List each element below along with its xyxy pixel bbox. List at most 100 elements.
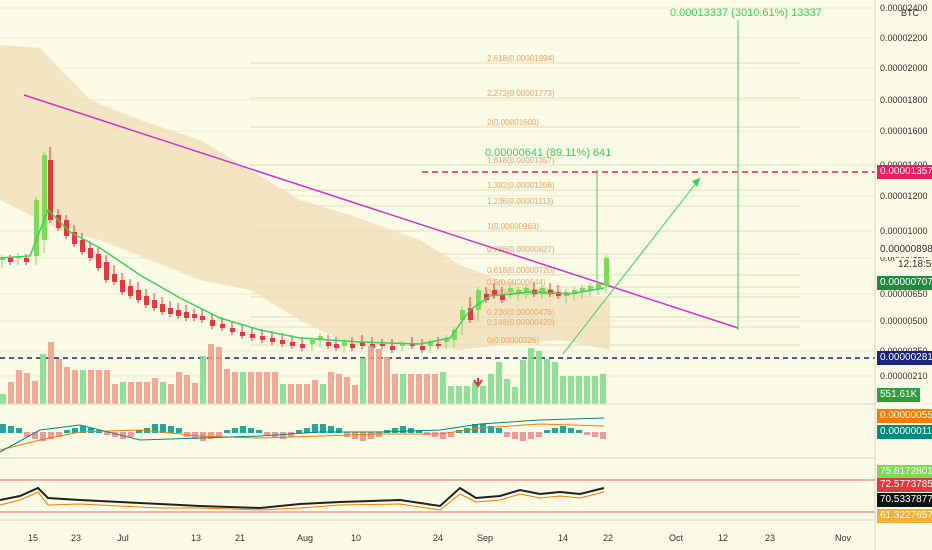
fib-level-label: 1(0.00000963)	[487, 222, 539, 231]
volume-bar	[40, 354, 46, 404]
y-tick-label: 0.00000210	[880, 371, 928, 381]
volume-bar	[592, 376, 598, 404]
volume-bar	[240, 372, 246, 404]
macd-line	[0, 417, 605, 453]
candle-body	[120, 280, 125, 292]
macd-histogram-bar	[128, 432, 134, 437]
fib-level-label: 0.618(0.00000720)	[487, 266, 555, 275]
macd-histogram-bar	[112, 432, 118, 437]
candle-body	[580, 288, 585, 292]
y-tick-label: 0.00001600	[880, 126, 928, 136]
volume-bar	[544, 359, 550, 404]
volume-bar	[280, 384, 286, 404]
macd-histogram-bar	[360, 432, 366, 441]
candle-body	[88, 248, 93, 258]
projection-arrowhead	[692, 178, 700, 187]
macd-histogram-bar	[136, 430, 142, 433]
candle-body	[24, 258, 29, 262]
candle-body	[280, 340, 285, 344]
candle-body	[604, 258, 609, 286]
volume-bar	[248, 372, 254, 404]
fib-level-label: 0.5(0.00000644)	[487, 278, 546, 287]
candle-body	[270, 338, 275, 342]
candle-body	[72, 232, 77, 244]
candle-body	[516, 290, 521, 294]
candle-body	[360, 342, 365, 346]
volume-bar	[288, 384, 294, 404]
x-tick-label: Sep	[477, 533, 493, 543]
candle-body	[326, 342, 331, 346]
macd-histogram-bar	[344, 432, 350, 437]
macd-histogram-bar	[328, 426, 334, 433]
volume-bar	[488, 374, 494, 404]
candle-body	[160, 304, 165, 312]
volume-bar	[344, 377, 350, 404]
currency-label: BTC	[901, 8, 920, 18]
macd-histogram-bar	[568, 428, 574, 433]
moving-average-line	[0, 208, 605, 345]
volume-label: 551.61K	[877, 388, 921, 402]
y-tick-label: 0.00002200	[880, 33, 928, 43]
macd-histogram-bar	[480, 424, 486, 433]
fib-level-label: 0.148(0.00000420)	[487, 318, 555, 327]
macd-histogram-bar	[496, 428, 502, 433]
support-price-label: 0.00000281	[877, 351, 932, 365]
macd-histogram-bar	[104, 432, 110, 435]
macd-histogram-bar	[176, 428, 182, 433]
candle-body	[42, 155, 47, 240]
volume-bar	[400, 374, 406, 404]
volume-bar	[208, 344, 214, 404]
macd-histogram-bar	[368, 432, 374, 439]
volume-bar	[120, 382, 126, 404]
y-tick-label: 0.00001000	[880, 226, 928, 236]
macd-histogram-bar	[80, 426, 86, 433]
volume-bar	[368, 346, 374, 404]
candle-body	[168, 308, 173, 314]
candle-body	[524, 288, 529, 292]
macd-histogram-bar	[216, 432, 222, 437]
candle-body	[260, 336, 265, 340]
x-tick-label: 14	[558, 533, 568, 543]
volume-bar	[232, 372, 238, 404]
macd-histogram-bar	[576, 430, 582, 433]
volume-bar	[96, 370, 102, 404]
ma-price-label: 0.00000707	[877, 276, 932, 290]
volume-bar	[64, 367, 70, 404]
macd-histogram-bar	[536, 432, 542, 437]
candle-body	[48, 160, 53, 220]
volume-bar	[528, 348, 534, 404]
volume-bar	[8, 382, 14, 404]
volume-bar	[360, 358, 366, 404]
volume-bar	[496, 362, 502, 404]
volume-bar	[16, 370, 22, 404]
stoch-k-line	[0, 491, 605, 511]
volume-bar	[160, 382, 166, 404]
y-tick-label: 0.00001800	[880, 95, 928, 105]
macd-histogram-bar	[400, 426, 406, 433]
macd-histogram-bar	[312, 424, 318, 433]
volume-bar	[328, 372, 334, 404]
macd-histogram-bar	[440, 432, 446, 439]
down-arrow-marker	[473, 378, 483, 388]
fib-level-label: 2.272(0.00001773)	[487, 89, 555, 98]
macd-histogram-bar	[320, 424, 326, 433]
macd-histogram-bar	[512, 432, 518, 439]
rsi-line	[0, 486, 605, 510]
y-tick-label: 0.00002000	[880, 63, 928, 73]
volume-bar	[432, 374, 438, 404]
x-tick-label: 24	[433, 533, 443, 543]
rsi-label-2: 72.57737859	[877, 478, 932, 492]
target-price-label: 0.00001357	[877, 165, 932, 179]
volume-bar	[88, 370, 94, 404]
volume-bar	[448, 386, 454, 404]
y-tick-label: 0.00002400	[880, 3, 928, 13]
candle-body	[200, 316, 205, 320]
macd-histogram-bar	[544, 430, 550, 433]
candle-body	[290, 342, 295, 346]
candle-body	[128, 286, 133, 296]
volume-bar	[104, 370, 110, 404]
rsi-label-3: 70.53378772	[877, 493, 932, 507]
volume-bar	[184, 375, 190, 404]
